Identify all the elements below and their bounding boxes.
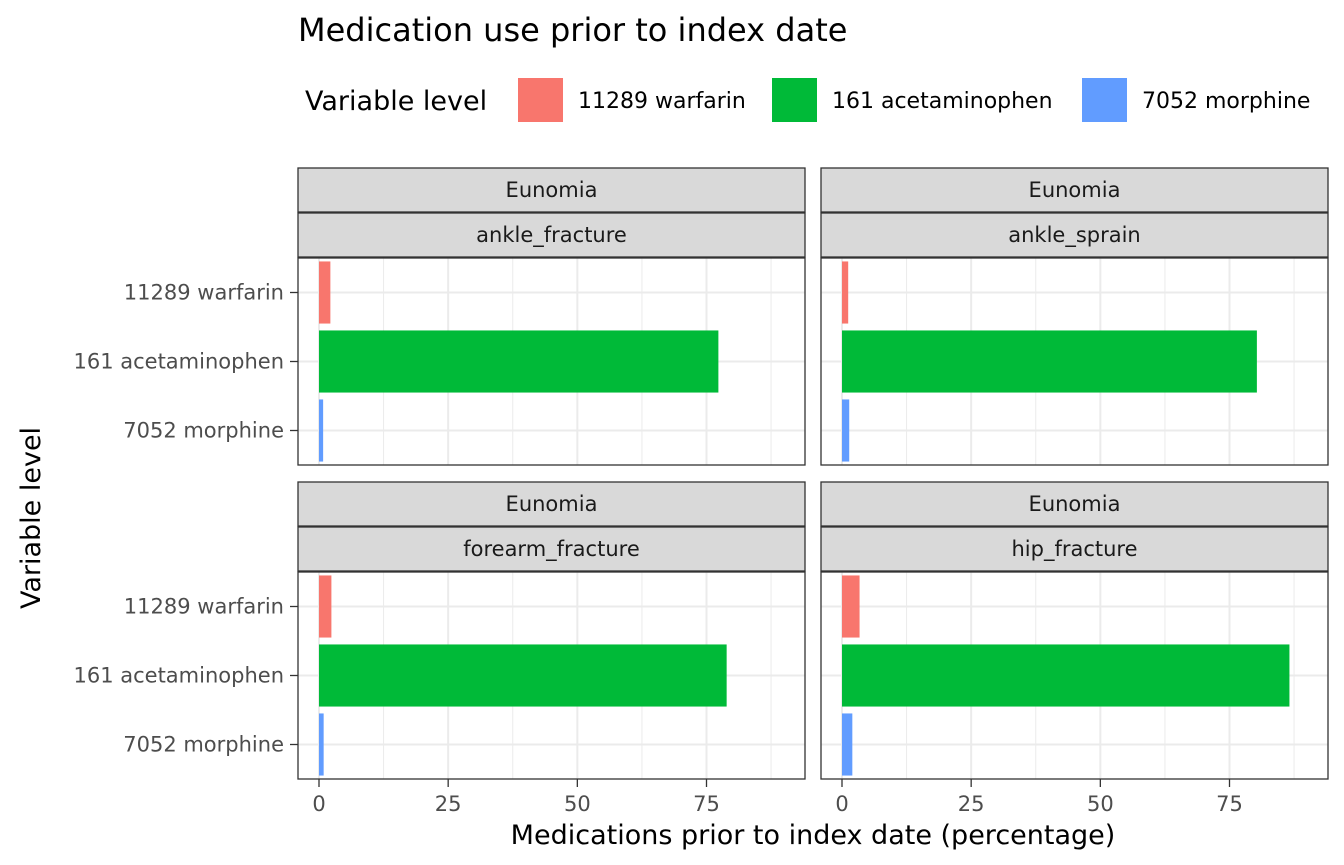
bar: [319, 575, 332, 638]
facet-strip-label: Eunomia: [1029, 178, 1121, 202]
bar: [842, 644, 1290, 707]
facet-strip-bottom: [297, 526, 806, 572]
bar: [319, 399, 324, 462]
legend-label: 161 acetaminophen: [832, 89, 1053, 114]
y-tick-label: 11289 warfarin: [124, 595, 284, 619]
bar: [842, 575, 860, 638]
facet-panel: Eunomia ankle_sprain: [820, 167, 1329, 466]
facet-strip-top: [297, 167, 806, 213]
facet-strip-label: hip_fracture: [1011, 537, 1137, 562]
bar: [319, 644, 727, 707]
facet-strip-label: Eunomia: [506, 492, 598, 516]
bar: [842, 330, 1257, 393]
facet-strip-label: ankle_sprain: [1008, 223, 1141, 248]
bar: [842, 713, 853, 776]
bar: [319, 330, 719, 393]
facet-panel: Eunomia forearm_fracture 11289 warfarin 161…: [73, 481, 806, 816]
y-tick-label: 11289 warfarin: [124, 281, 284, 305]
legend-label: 7052 morphine: [1142, 89, 1310, 114]
y-tick-label: 7052 morphine: [123, 419, 284, 443]
facet-panel: Eunomia hip_fracture 0 25 50 75: [820, 481, 1329, 816]
x-tick-label: 25: [435, 792, 462, 816]
panel-border: [820, 257, 1329, 466]
legend-label: 11289 warfarin: [578, 89, 746, 114]
bar: [319, 713, 324, 776]
y-tick-label: 7052 morphine: [123, 733, 284, 757]
legend-key: [772, 78, 817, 122]
panels: Eunomia ankle_fracture 11289 warfarin 161 a…: [73, 167, 1329, 816]
legend-title: Variable level: [305, 86, 487, 117]
bar: [842, 399, 850, 462]
chart-title: Medication use prior to index date: [298, 11, 847, 49]
facet-strip-bottom: [820, 526, 1329, 572]
facet-strip-top: [820, 167, 1329, 213]
y-axis-title: Variable level: [16, 427, 47, 609]
x-tick-label: 0: [835, 792, 848, 816]
facet-panel: Eunomia ankle_fracture 11289 warfarin 161 a…: [73, 167, 806, 466]
bar: [319, 261, 331, 324]
x-tick-label: 75: [693, 792, 720, 816]
y-tick-label: 161 acetaminophen: [73, 350, 284, 374]
facet-strip-label: forearm_fracture: [463, 537, 640, 562]
facet-strip-label: ankle_fracture: [476, 223, 627, 248]
y-tick-label: 161 acetaminophen: [73, 664, 284, 688]
panel-border: [820, 571, 1329, 780]
legend: Variable level 11289 warfarin 161 acetami…: [305, 78, 1310, 122]
facet-strip-label: Eunomia: [506, 178, 598, 202]
facet-strip-top: [820, 481, 1329, 527]
facet-strip-bottom: [297, 212, 806, 258]
legend-key: [1082, 78, 1127, 122]
x-tick-label: 25: [958, 792, 985, 816]
x-tick-label: 50: [1087, 792, 1114, 816]
facet-strip-label: Eunomia: [1029, 492, 1121, 516]
x-tick-label: 50: [564, 792, 591, 816]
facet-strip-bottom: [820, 212, 1329, 258]
x-tick-label: 75: [1216, 792, 1243, 816]
x-tick-label: 0: [312, 792, 325, 816]
x-axis-title: Medications prior to index date (percent…: [511, 820, 1116, 851]
legend-key: [518, 78, 563, 122]
bar: [842, 261, 849, 324]
facet-strip-top: [297, 481, 806, 527]
